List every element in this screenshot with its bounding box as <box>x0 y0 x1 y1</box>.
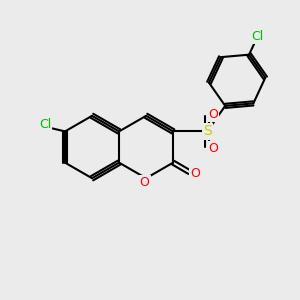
Text: O: O <box>208 142 218 155</box>
Text: Cl: Cl <box>39 118 51 131</box>
Text: O: O <box>140 176 149 189</box>
Text: Cl: Cl <box>251 30 264 43</box>
Text: S: S <box>203 124 212 138</box>
Text: O: O <box>190 167 200 180</box>
Text: O: O <box>208 108 218 121</box>
